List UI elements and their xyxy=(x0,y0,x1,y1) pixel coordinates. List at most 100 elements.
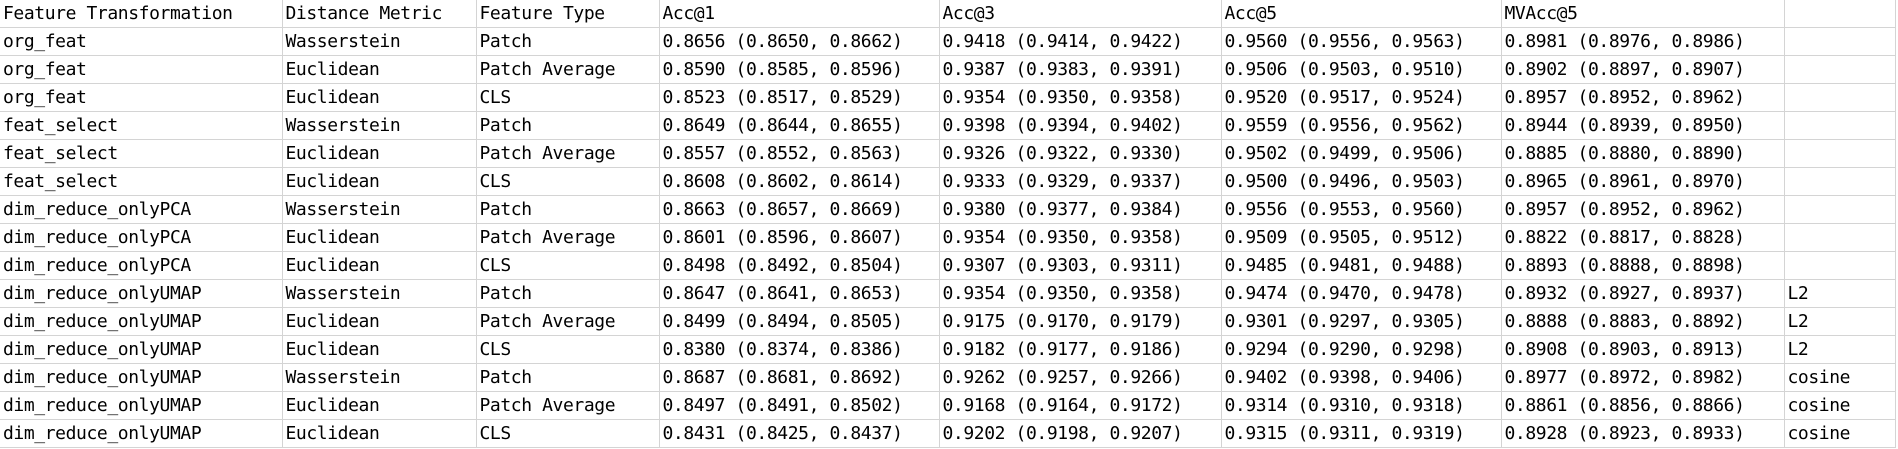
cell-note[interactable]: cosine xyxy=(1784,363,1896,392)
cell-acc5[interactable]: 0.9509 (0.9505, 0.9512) xyxy=(1221,223,1502,252)
cell-acc1[interactable]: 0.8687 (0.8681, 0.8692) xyxy=(659,363,940,392)
header-cell-acc5[interactable]: Acc@5 xyxy=(1221,0,1502,28)
cell-feature-transformation[interactable]: dim_reduce_onlyPCA xyxy=(0,251,283,280)
cell-acc3[interactable]: 0.9354 (0.9350, 0.9358) xyxy=(939,223,1222,252)
cell-distance-metric[interactable]: Euclidean xyxy=(282,55,477,84)
cell-feature-type[interactable]: CLS xyxy=(476,419,660,448)
cell-acc3[interactable]: 0.9398 (0.9394, 0.9402) xyxy=(939,111,1222,140)
header-cell-distance-metric[interactable]: Distance Metric xyxy=(282,0,477,28)
cell-acc3[interactable]: 0.9333 (0.9329, 0.9337) xyxy=(939,167,1222,196)
cell-acc3[interactable]: 0.9380 (0.9377, 0.9384) xyxy=(939,195,1222,224)
header-cell-acc1[interactable]: Acc@1 xyxy=(659,0,940,28)
cell-feature-type[interactable]: CLS xyxy=(476,251,660,280)
cell-acc3[interactable]: 0.9307 (0.9303, 0.9311) xyxy=(939,251,1222,280)
cell-distance-metric[interactable]: Euclidean xyxy=(282,167,477,196)
cell-acc1[interactable]: 0.8523 (0.8517, 0.8529) xyxy=(659,83,940,112)
cell-feature-transformation[interactable]: org_feat xyxy=(0,83,283,112)
cell-note[interactable] xyxy=(1784,139,1896,168)
cell-feature-transformation[interactable]: org_feat xyxy=(0,55,283,84)
cell-mvacc5[interactable]: 0.8957 (0.8952, 0.8962) xyxy=(1501,83,1785,112)
cell-acc1[interactable]: 0.8608 (0.8602, 0.8614) xyxy=(659,167,940,196)
cell-distance-metric[interactable]: Wasserstein xyxy=(282,27,477,56)
cell-acc1[interactable]: 0.8649 (0.8644, 0.8655) xyxy=(659,111,940,140)
header-cell-note[interactable] xyxy=(1784,0,1896,28)
cell-acc5[interactable]: 0.9301 (0.9297, 0.9305) xyxy=(1221,307,1502,336)
cell-acc3[interactable]: 0.9202 (0.9198, 0.9207) xyxy=(939,419,1222,448)
cell-acc5[interactable]: 0.9500 (0.9496, 0.9503) xyxy=(1221,167,1502,196)
cell-acc1[interactable]: 0.8601 (0.8596, 0.8607) xyxy=(659,223,940,252)
cell-acc1[interactable]: 0.8380 (0.8374, 0.8386) xyxy=(659,335,940,364)
cell-feature-transformation[interactable]: feat_select xyxy=(0,167,283,196)
cell-acc3[interactable]: 0.9387 (0.9383, 0.9391) xyxy=(939,55,1222,84)
cell-mvacc5[interactable]: 0.8885 (0.8880, 0.8890) xyxy=(1501,139,1785,168)
cell-feature-type[interactable]: CLS xyxy=(476,335,660,364)
cell-note[interactable] xyxy=(1784,223,1896,252)
cell-acc5[interactable]: 0.9294 (0.9290, 0.9298) xyxy=(1221,335,1502,364)
cell-distance-metric[interactable]: Wasserstein xyxy=(282,279,477,308)
cell-distance-metric[interactable]: Euclidean xyxy=(282,139,477,168)
cell-acc5[interactable]: 0.9314 (0.9310, 0.9318) xyxy=(1221,391,1502,420)
cell-mvacc5[interactable]: 0.8944 (0.8939, 0.8950) xyxy=(1501,111,1785,140)
cell-note[interactable] xyxy=(1784,83,1896,112)
cell-feature-transformation[interactable]: dim_reduce_onlyUMAP xyxy=(0,279,283,308)
cell-distance-metric[interactable]: Euclidean xyxy=(282,83,477,112)
cell-feature-transformation[interactable]: dim_reduce_onlyUMAP xyxy=(0,391,283,420)
cell-acc3[interactable]: 0.9326 (0.9322, 0.9330) xyxy=(939,139,1222,168)
cell-acc3[interactable]: 0.9354 (0.9350, 0.9358) xyxy=(939,279,1222,308)
cell-mvacc5[interactable]: 0.8977 (0.8972, 0.8982) xyxy=(1501,363,1785,392)
cell-distance-metric[interactable]: Euclidean xyxy=(282,335,477,364)
cell-note[interactable]: L2 xyxy=(1784,335,1896,364)
header-cell-feature-transformation[interactable]: Feature Transformation xyxy=(0,0,283,28)
cell-feature-transformation[interactable]: dim_reduce_onlyUMAP xyxy=(0,335,283,364)
cell-feature-type[interactable]: Patch Average xyxy=(476,139,660,168)
header-cell-feature-type[interactable]: Feature Type xyxy=(476,0,660,28)
cell-acc5[interactable]: 0.9520 (0.9517, 0.9524) xyxy=(1221,83,1502,112)
cell-feature-transformation[interactable]: dim_reduce_onlyPCA xyxy=(0,195,283,224)
cell-acc1[interactable]: 0.8656 (0.8650, 0.8662) xyxy=(659,27,940,56)
header-cell-mvacc5[interactable]: MVAcc@5 xyxy=(1501,0,1785,28)
cell-feature-transformation[interactable]: dim_reduce_onlyUMAP xyxy=(0,307,283,336)
cell-mvacc5[interactable]: 0.8957 (0.8952, 0.8962) xyxy=(1501,195,1785,224)
cell-feature-type[interactable]: Patch Average xyxy=(476,223,660,252)
cell-feature-type[interactable]: Patch xyxy=(476,279,660,308)
cell-feature-type[interactable]: Patch Average xyxy=(476,307,660,336)
cell-mvacc5[interactable]: 0.8928 (0.8923, 0.8933) xyxy=(1501,419,1785,448)
cell-acc1[interactable]: 0.8499 (0.8494, 0.8505) xyxy=(659,307,940,336)
cell-acc5[interactable]: 0.9559 (0.9556, 0.9562) xyxy=(1221,111,1502,140)
cell-acc3[interactable]: 0.9175 (0.9170, 0.9179) xyxy=(939,307,1222,336)
cell-feature-transformation[interactable]: dim_reduce_onlyPCA xyxy=(0,223,283,252)
cell-mvacc5[interactable]: 0.8932 (0.8927, 0.8937) xyxy=(1501,279,1785,308)
cell-acc3[interactable]: 0.9354 (0.9350, 0.9358) xyxy=(939,83,1222,112)
cell-mvacc5[interactable]: 0.8888 (0.8883, 0.8892) xyxy=(1501,307,1785,336)
cell-mvacc5[interactable]: 0.8902 (0.8897, 0.8907) xyxy=(1501,55,1785,84)
cell-feature-type[interactable]: CLS xyxy=(476,83,660,112)
cell-acc5[interactable]: 0.9402 (0.9398, 0.9406) xyxy=(1221,363,1502,392)
cell-acc1[interactable]: 0.8498 (0.8492, 0.8504) xyxy=(659,251,940,280)
cell-mvacc5[interactable]: 0.8981 (0.8976, 0.8986) xyxy=(1501,27,1785,56)
cell-feature-transformation[interactable]: feat_select xyxy=(0,111,283,140)
cell-mvacc5[interactable]: 0.8861 (0.8856, 0.8866) xyxy=(1501,391,1785,420)
cell-acc3[interactable]: 0.9418 (0.9414, 0.9422) xyxy=(939,27,1222,56)
cell-note[interactable] xyxy=(1784,195,1896,224)
cell-feature-type[interactable]: Patch xyxy=(476,363,660,392)
cell-acc1[interactable]: 0.8590 (0.8585, 0.8596) xyxy=(659,55,940,84)
cell-note[interactable]: L2 xyxy=(1784,279,1896,308)
cell-acc1[interactable]: 0.8663 (0.8657, 0.8669) xyxy=(659,195,940,224)
cell-feature-type[interactable]: Patch Average xyxy=(476,55,660,84)
cell-mvacc5[interactable]: 0.8893 (0.8888, 0.8898) xyxy=(1501,251,1785,280)
cell-acc3[interactable]: 0.9262 (0.9257, 0.9266) xyxy=(939,363,1222,392)
cell-note[interactable]: cosine xyxy=(1784,391,1896,420)
cell-mvacc5[interactable]: 0.8822 (0.8817, 0.8828) xyxy=(1501,223,1785,252)
cell-note[interactable] xyxy=(1784,251,1896,280)
cell-acc1[interactable]: 0.8431 (0.8425, 0.8437) xyxy=(659,419,940,448)
cell-note[interactable]: L2 xyxy=(1784,307,1896,336)
cell-distance-metric[interactable]: Wasserstein xyxy=(282,111,477,140)
cell-acc1[interactable]: 0.8497 (0.8491, 0.8502) xyxy=(659,391,940,420)
header-cell-acc3[interactable]: Acc@3 xyxy=(939,0,1222,28)
cell-note[interactable] xyxy=(1784,167,1896,196)
cell-distance-metric[interactable]: Euclidean xyxy=(282,391,477,420)
cell-feature-transformation[interactable]: dim_reduce_onlyUMAP xyxy=(0,419,283,448)
cell-distance-metric[interactable]: Wasserstein xyxy=(282,195,477,224)
cell-acc5[interactable]: 0.9474 (0.9470, 0.9478) xyxy=(1221,279,1502,308)
cell-acc5[interactable]: 0.9502 (0.9499, 0.9506) xyxy=(1221,139,1502,168)
